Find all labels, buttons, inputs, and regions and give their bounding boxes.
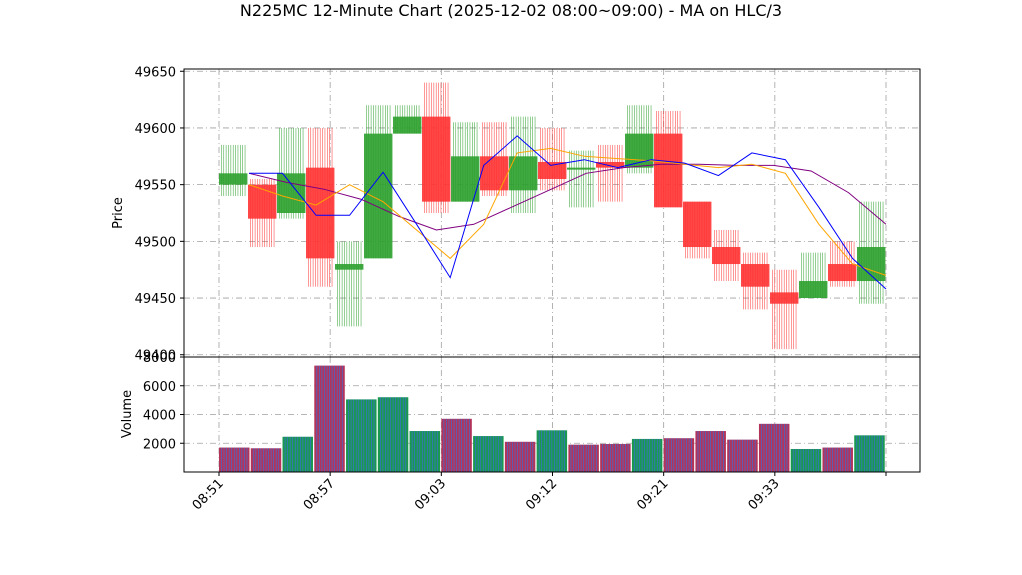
candle-body <box>422 116 451 202</box>
volume-y-axis: 2000 4000 6000 8000 <box>143 351 184 452</box>
candle <box>306 127 335 287</box>
candle <box>451 122 480 202</box>
volume-bar <box>314 365 345 472</box>
volume-tick-label: 8000 <box>143 351 176 366</box>
candle <box>625 105 654 174</box>
x-tick-label: 09:21 <box>634 476 671 513</box>
candle-body <box>480 156 509 191</box>
candle-body <box>567 167 596 170</box>
candle <box>683 201 712 259</box>
volume-axis-label: Volume <box>120 390 135 438</box>
volume-bar <box>377 397 409 472</box>
candle <box>567 150 596 208</box>
candle <box>596 144 625 202</box>
candle-body <box>625 133 654 168</box>
candle <box>654 110 683 208</box>
candle-body <box>219 173 248 185</box>
volume-bar <box>536 430 568 472</box>
price-axis-label: Price <box>111 197 126 229</box>
price-tick-label: 49450 <box>135 292 176 307</box>
volume-bar <box>441 418 472 472</box>
price-tick-label: 49500 <box>135 235 176 250</box>
volume-bar <box>695 431 726 472</box>
candle <box>277 127 306 219</box>
candle <box>857 201 886 304</box>
candle <box>828 241 857 287</box>
candle <box>741 252 770 310</box>
volume-bar <box>346 399 377 472</box>
candle <box>712 230 741 282</box>
candle-body <box>538 161 567 179</box>
candle-body <box>335 264 364 270</box>
volume-bar <box>409 431 441 472</box>
candle-body <box>712 247 741 265</box>
volume-bar <box>473 436 504 472</box>
chart-title: N225MC 12-Minute Chart (2025-12-02 08:00… <box>240 1 782 20</box>
candle-body <box>393 116 422 134</box>
volume-bar <box>854 435 885 472</box>
candle <box>393 105 422 134</box>
candle-body <box>654 133 683 208</box>
candle-body <box>364 133 393 259</box>
volume-bar <box>663 438 695 472</box>
candle-body <box>509 156 538 191</box>
price-tick-label: 49400 <box>135 349 176 364</box>
volume-bar <box>727 439 758 472</box>
volume-bar <box>822 447 853 472</box>
ma-short-line <box>249 135 887 290</box>
x-tick-label: 08:51 <box>190 476 227 513</box>
ma-long-line <box>248 163 887 231</box>
volume-bar <box>219 447 250 472</box>
candle <box>799 252 828 299</box>
candle-body <box>828 264 857 282</box>
x-axis: 08:51 08:57 09:03 09:12 09:21 09:33 <box>190 472 887 513</box>
volume-tick-label: 6000 <box>143 380 176 395</box>
candle-body <box>770 292 799 304</box>
volume-bar <box>282 436 314 472</box>
x-tick-label: 09:12 <box>523 476 560 513</box>
volume-bar <box>631 438 663 472</box>
volume-bar <box>758 423 790 472</box>
volume-bar <box>790 449 822 472</box>
price-y-axis: 49400 49450 49500 49550 49600 49650 <box>135 65 184 364</box>
candle <box>480 122 509 196</box>
volume-bar <box>568 444 599 472</box>
volume-tick-label: 4000 <box>143 409 176 424</box>
candle-body <box>248 184 277 219</box>
candle <box>509 116 538 213</box>
candle <box>538 127 567 191</box>
candle-body <box>306 167 335 259</box>
candle <box>335 241 364 327</box>
volume-bar <box>504 441 536 472</box>
x-tick-label: 09:03 <box>412 476 449 513</box>
candle <box>364 105 393 259</box>
volume-bar <box>250 448 282 472</box>
volume-bar <box>600 443 631 472</box>
x-tick-label: 09:33 <box>746 476 783 513</box>
ma-mid-line <box>248 147 887 276</box>
price-tick-label: 49650 <box>135 65 176 80</box>
volume-bars <box>219 365 885 472</box>
candle-body <box>596 161 625 168</box>
candle <box>770 269 799 350</box>
moving-average-lines <box>248 135 887 290</box>
price-tick-label: 49600 <box>135 122 176 137</box>
x-tick-label: 08:57 <box>301 476 338 513</box>
candle-body <box>683 201 712 248</box>
volume-tick-label: 2000 <box>143 437 176 452</box>
candle <box>219 144 248 196</box>
candle-body <box>741 264 770 287</box>
price-tick-label: 49550 <box>135 179 176 194</box>
candle <box>248 178 277 248</box>
candle <box>422 82 451 213</box>
candle-body <box>277 173 306 213</box>
candle-body <box>799 281 828 299</box>
